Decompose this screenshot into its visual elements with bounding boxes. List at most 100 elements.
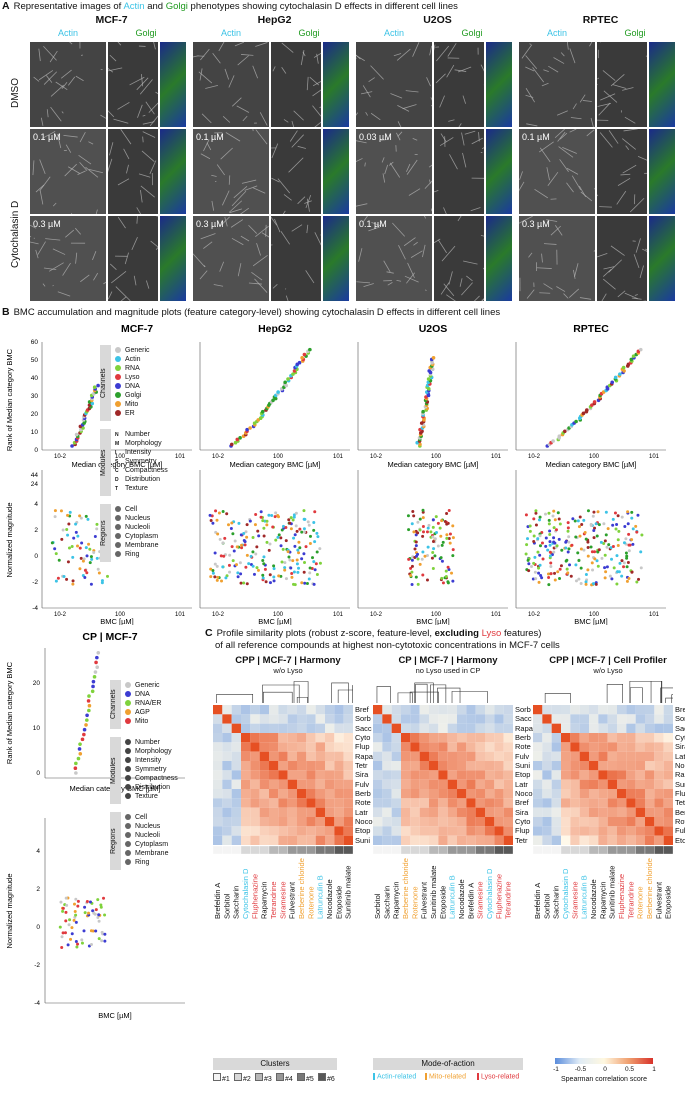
magnitude-point (211, 571, 215, 575)
magnitude-point (553, 578, 557, 582)
magnitude-point (622, 541, 626, 545)
row-abbreviation: Flup (515, 826, 530, 836)
magnitude-point (245, 535, 249, 539)
magnitude-point (88, 900, 92, 904)
heatmap-cell (551, 807, 561, 817)
magnitude-point (438, 526, 442, 530)
magnitude-point (66, 513, 70, 517)
heatmap-cell (315, 723, 325, 733)
heatmap-cell (551, 826, 561, 836)
row-abbreviations: Sorb Sacc Rapa Berb Rote Fulv Suni Etop Latr Noco… (515, 705, 533, 845)
magnitude-point (536, 537, 540, 541)
column-compound-name: Tetrandrine (626, 881, 636, 919)
magnitude-point (616, 570, 620, 574)
colorbar-tick: 1 (652, 1066, 656, 1073)
magnitude-point (290, 575, 294, 579)
heatmap-cell (343, 826, 353, 836)
column-compound-name: Fulvestrant (287, 881, 297, 919)
rank-tick: 30 (31, 393, 39, 400)
legend-swatch (115, 506, 121, 513)
heatmap-cell (382, 835, 392, 845)
heatmap-cell (570, 761, 580, 771)
magnitude-point (305, 582, 309, 586)
rank-point (92, 385, 97, 389)
heatmap-cell (250, 714, 260, 724)
heatmap-cell (570, 751, 580, 761)
row-abbreviation: Tetr (355, 760, 368, 770)
column-compound-name: Fulvestrant (419, 881, 429, 919)
plot-title-mcf-7: MCF-7 (121, 323, 153, 335)
rank-tick: 20 (31, 411, 39, 418)
heatmap-cell (570, 723, 580, 733)
rank-point (82, 732, 86, 737)
rank-point (592, 400, 597, 404)
heatmap-cell (278, 714, 288, 724)
x-tick-label: 10-2 (54, 454, 67, 460)
heatmap-cell (306, 789, 316, 799)
heatmap-cell (503, 817, 513, 827)
heatmap-cell (579, 807, 589, 817)
heatmap-cell (429, 714, 439, 724)
heatmap-cell (503, 807, 513, 817)
rank-point (613, 375, 618, 380)
magnitude-point (574, 563, 578, 567)
heatmap-cell (410, 835, 420, 845)
golgi-image (271, 216, 321, 301)
magnitude-point (303, 581, 307, 585)
magnitude-point (284, 577, 288, 581)
heatmap-cell (401, 723, 411, 733)
magnitude-point (604, 570, 608, 574)
column-compound-name: Etoposide (663, 885, 673, 919)
heatmap-cell (561, 817, 571, 827)
magnitude-point (615, 554, 619, 558)
magnitude-point (76, 544, 80, 548)
heatmap-cell (598, 705, 608, 715)
magnitude-point (215, 578, 219, 582)
heatmap-cell (626, 779, 636, 789)
magnitude-point (594, 582, 598, 586)
magnitude-point (312, 528, 316, 532)
magnitude-point (227, 563, 231, 567)
legend-label: Mito (135, 718, 149, 725)
row-abbreviation: Rote (515, 742, 531, 752)
magnitude-point (213, 551, 217, 555)
magnitude-point (231, 559, 235, 563)
rank-point (308, 347, 312, 352)
magnitude-point (602, 542, 606, 546)
magnitude-point (78, 514, 82, 518)
heatmap-cell (287, 733, 297, 743)
magnitude-point (447, 508, 451, 512)
heatmap-cell (551, 733, 561, 743)
golgi-image (434, 216, 484, 301)
magnitude-point (314, 562, 318, 566)
correlation-heatmap (373, 705, 513, 845)
column-compound-name: Rapamycin (391, 881, 401, 919)
legend-swatch: S (115, 459, 119, 465)
heatmap-cell (382, 723, 392, 733)
cluster-swatch (234, 1073, 242, 1081)
rank-point (421, 409, 425, 414)
heatmap-cell (579, 733, 589, 743)
heatmap-cell (635, 742, 645, 752)
heatmap-cell (438, 826, 448, 836)
legend-label: Golgi (125, 392, 142, 399)
magnitude-point (579, 547, 583, 551)
magnitude-point (103, 932, 107, 936)
heatmap-cell (438, 817, 448, 827)
legend-item: Mito (115, 401, 138, 409)
actin-image: 0.03 µM (356, 129, 432, 214)
row-abbreviation: Etop (355, 826, 371, 836)
legend-label: Cell (135, 814, 148, 821)
x-axis-label: Median category BMC [µM] (545, 460, 636, 469)
row-abbreviation: Fulv (515, 751, 530, 761)
heatmap-cell (533, 798, 543, 808)
magnitude-point (86, 517, 90, 521)
magnitude-point (290, 571, 294, 575)
heatmap-cell (570, 826, 580, 836)
magnitude-point (425, 578, 429, 582)
heatmap-cell (373, 807, 383, 817)
x-tick-label: 100 (273, 612, 284, 618)
magnitude-point (620, 515, 624, 519)
heatmap-cell (231, 789, 241, 799)
heatmap-cell (607, 807, 617, 817)
